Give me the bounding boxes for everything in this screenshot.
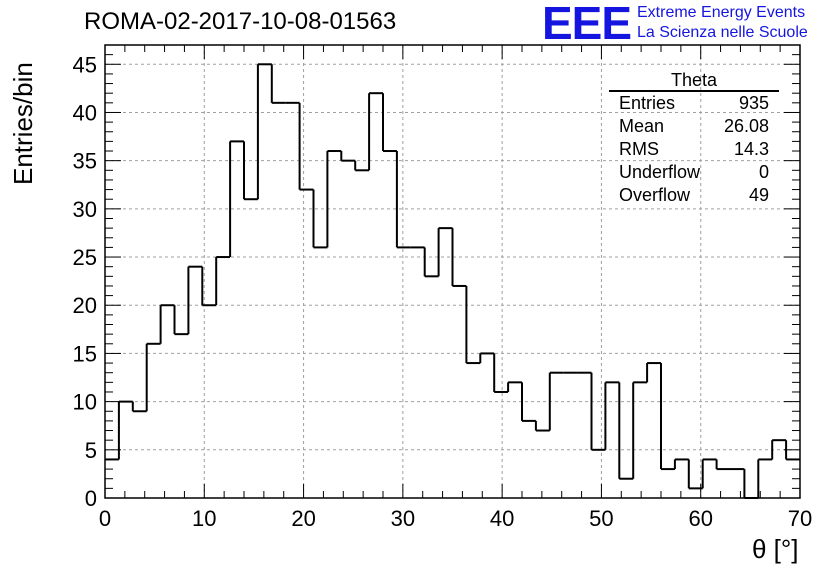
y-tick-label: 35 [73, 149, 97, 174]
stats-value: 14.3 [733, 139, 769, 159]
plot-frame [104, 44, 801, 499]
stats-row: Mean 26.08 [609, 115, 779, 138]
y-tick-label: 45 [73, 52, 97, 77]
x-tick-label: 0 [99, 506, 111, 531]
y-tick-label: 15 [73, 341, 97, 366]
y-tick-label: 20 [73, 293, 97, 318]
x-tick-label: 60 [688, 506, 712, 531]
x-tick-label: 10 [192, 506, 216, 531]
stats-label: Mean [619, 116, 665, 136]
y-tick-label: 40 [73, 100, 97, 125]
stats-title: Theta [609, 70, 779, 92]
stats-row: Underflow 0 [609, 161, 779, 184]
stats-value: 26.08 [723, 116, 769, 136]
histogram-series [105, 63, 800, 499]
chart-title: ROMA-02-2017-10-08-01563 [84, 8, 397, 35]
y-tick-label: 5 [85, 438, 97, 463]
stats-label: Overflow [619, 185, 691, 205]
stats-value: 935 [738, 93, 769, 113]
x-tick-label: 50 [589, 506, 613, 531]
stats-row: Overflow 49 [609, 184, 779, 207]
x-tick-label: 20 [291, 506, 315, 531]
eee-logo: EEE [542, 0, 632, 49]
y-axis-label: Entries/bin [8, 62, 38, 185]
axes: 0 10 20 30 40 50 60 70 0 5 10 15 20 25 30 35 40 45 [73, 44, 812, 531]
x-axis-label: θ [°] [752, 534, 799, 564]
stats-label: RMS [619, 139, 659, 159]
stats-label: Entries [619, 93, 676, 113]
y-tick-label: 0 [85, 486, 97, 511]
y-tick-label: 30 [73, 197, 97, 222]
x-tick-label: 40 [490, 506, 514, 531]
x-tick-label: 70 [788, 506, 812, 531]
logo-line-1: Extreme Energy Events [637, 4, 806, 21]
stats-value: 0 [758, 162, 769, 182]
stats-value: 49 [748, 185, 769, 205]
stats-label: Underflow [619, 162, 701, 182]
y-tick-label: 10 [73, 390, 97, 415]
y-tick-label: 25 [73, 245, 97, 270]
x-tick-label: 30 [391, 506, 415, 531]
stats-row: Entries 935 [609, 92, 779, 115]
stats-box: Theta Entries 935 Mean 26.08 RMS 14.3 Un… [609, 70, 779, 207]
logo-line-2: La Scienza nelle Scuole [637, 24, 808, 41]
stats-row: RMS 14.3 [609, 138, 779, 161]
